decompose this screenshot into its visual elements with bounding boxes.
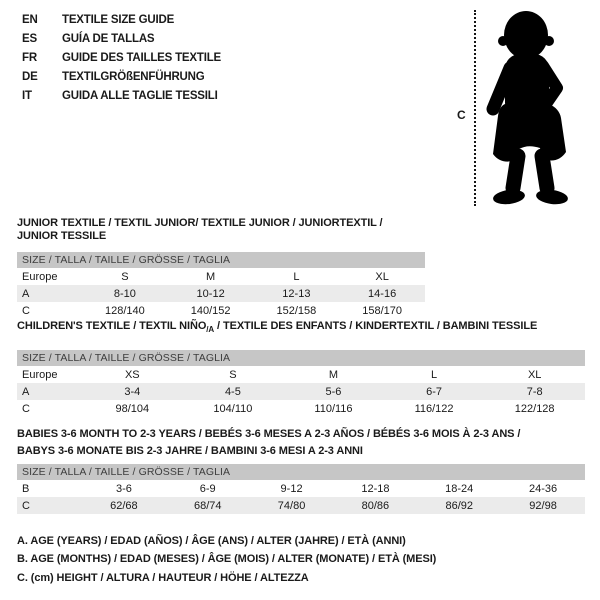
table-cell: S — [229, 368, 237, 381]
table-row: Europe S M L XL — [17, 268, 425, 285]
table-cell: 98/104 — [115, 402, 150, 415]
table-cell: 12-13 — [282, 287, 311, 300]
table-cell: 128/140 — [104, 304, 145, 317]
height-dashed-line — [474, 10, 476, 206]
row-label: B — [22, 482, 30, 495]
baby-figure: C — [455, 8, 595, 210]
row-label: A — [22, 287, 30, 300]
language-title: GUIDE DES TAILLES TEXTILE — [62, 51, 221, 64]
table-row: A 3-4 4-5 5-6 6-7 7-8 — [17, 383, 585, 401]
language-title: TEXTILE SIZE GUIDE — [62, 13, 175, 26]
table-cell: XL — [375, 270, 389, 283]
size-header-bar: SIZE / TALLA / TAILLE / GRÖSSE / TAGLIA — [17, 464, 585, 480]
table-cell: 6-9 — [199, 482, 216, 495]
title-part: CHILDREN'S TEXTILE / TEXTIL NIÑO — [17, 320, 207, 332]
row-label: C — [22, 499, 30, 512]
size-header-bar: SIZE / TALLA / TAILLE / GRÖSSE / TAGLIA — [17, 252, 425, 268]
table-cell: M — [206, 270, 216, 283]
table-cell: 7-8 — [526, 385, 543, 398]
table-cell: XS — [124, 368, 140, 381]
table-cell: 74/80 — [277, 499, 306, 512]
table-cell: 110/116 — [314, 402, 353, 415]
language-title: GUÍA DE TALLAS — [62, 32, 155, 45]
table-cell: L — [431, 368, 438, 381]
size-header-bar: SIZE / TALLA / TAILLE / GRÖSSE / TAGLIA — [17, 350, 585, 367]
row-label: Europe — [22, 368, 58, 381]
language-code: EN — [22, 13, 38, 26]
language-row: DE TEXTILGRÖßENFÜHRUNG — [22, 67, 221, 86]
table-row: A 8-10 10-12 12-13 14-16 — [17, 285, 425, 302]
table-row: C 98/104 104/110 110/116 116/122 122/128 — [17, 400, 585, 417]
legend-line-b: B. AGE (MONTHS) / EDAD (MESES) / ÂGE (MO… — [17, 553, 437, 566]
language-row: IT GUIDA ALLE TAGLIE TESSILI — [22, 86, 221, 105]
title-line: BABYS 3-6 MONATE BIS 2-3 JAHRE / BAMBINI… — [17, 445, 363, 457]
table-cell: 8-10 — [113, 287, 136, 300]
table-cell: 68/74 — [193, 499, 222, 512]
language-code: ES — [22, 32, 37, 45]
table-cell: 12-18 — [361, 482, 390, 495]
title-subscript: /A — [206, 325, 215, 335]
language-code: IT — [22, 89, 32, 102]
legend-line-a: A. AGE (YEARS) / EDAD (AÑOS) / ÂGE (ANS)… — [17, 535, 406, 547]
height-measure-label: C — [457, 108, 466, 122]
table-cell: 6-7 — [426, 385, 443, 398]
language-row: FR GUIDE DES TAILLES TEXTILE — [22, 48, 221, 67]
title-line: BABIES 3-6 MONTH TO 2-3 YEARS / BEBÉS 3-… — [17, 428, 521, 440]
table-cell: 5-6 — [325, 385, 342, 398]
language-title: GUIDA ALLE TAGLIE TESSILI — [62, 89, 218, 102]
section-title: JUNIOR TEXTILE / TEXTIL JUNIOR/ TEXTILE … — [17, 217, 383, 242]
table-cell: 122/128 — [514, 402, 555, 415]
table-row: Europe XS S M L XL — [17, 366, 585, 383]
table-cell: S — [121, 270, 129, 283]
baby-silhouette-icon — [486, 11, 568, 205]
table-cell: 3-4 — [124, 385, 141, 398]
measure-legend: A. AGE (YEARS) / EDAD (AÑOS) / ÂGE (ANS)… — [17, 532, 436, 587]
table-cell: 10-12 — [196, 287, 225, 300]
table-cell: 24-36 — [528, 482, 558, 495]
legend-line-c: C. (cm) HEIGHT / ALTURA / HAUTEUR / HÖHE… — [17, 571, 309, 584]
table-cell: 104/110 — [213, 402, 253, 415]
children-textile-section: CHILDREN'S TEXTILE / TEXTIL NIÑO/A / TEX… — [17, 320, 585, 417]
table-cell: 92/98 — [529, 499, 557, 512]
row-label: Europe — [22, 270, 58, 283]
table-cell: 62/68 — [110, 499, 138, 512]
table-cell: 152/158 — [276, 304, 317, 317]
section-title: CHILDREN'S TEXTILE / TEXTIL NIÑO/A / TEX… — [17, 320, 585, 336]
table-cell: 14-16 — [368, 287, 397, 300]
table-cell: XL — [527, 368, 542, 381]
table-cell: 86/92 — [445, 499, 473, 512]
table-row: C 128/140 140/152 152/158 158/170 — [17, 302, 425, 319]
language-row: EN TEXTILE SIZE GUIDE — [22, 10, 221, 29]
table-row: C 62/68 68/74 74/80 80/86 86/92 92/98 — [17, 497, 585, 514]
table-cell: 4-5 — [224, 385, 241, 398]
table-row: B 3-6 6-9 9-12 12-18 18-24 24-36 — [17, 480, 585, 497]
row-label: C — [22, 402, 30, 415]
title-part: / TEXTILE DES ENFANTS / KINDERTEXTIL / B… — [214, 320, 538, 332]
row-label: C — [22, 304, 30, 317]
language-code: DE — [22, 70, 38, 83]
junior-textile-section: JUNIOR TEXTILE / TEXTIL JUNIOR/ TEXTILE … — [17, 217, 425, 319]
language-title: TEXTILGRÖßENFÜHRUNG — [62, 70, 205, 83]
table-cell: L — [293, 270, 300, 283]
table-cell: 18-24 — [445, 482, 474, 495]
table-cell: 9-12 — [280, 482, 303, 495]
table-cell: 158/170 — [362, 304, 402, 317]
row-label: A — [22, 385, 30, 398]
table-cell: 80/86 — [361, 499, 390, 512]
babies-section: BABIES 3-6 MONTH TO 2-3 YEARS / BEBÉS 3-… — [17, 426, 585, 514]
table-cell: 116/122 — [414, 402, 454, 415]
table-cell: 3-6 — [115, 482, 132, 495]
language-code: FR — [22, 51, 37, 64]
table-cell: M — [328, 368, 339, 381]
language-row: ES GUÍA DE TALLAS — [22, 29, 221, 48]
language-title-list: EN TEXTILE SIZE GUIDE ES GUÍA DE TALLAS … — [22, 10, 221, 105]
section-title: BABIES 3-6 MONTH TO 2-3 YEARS / BEBÉS 3-… — [17, 426, 585, 460]
table-cell: 140/152 — [190, 304, 231, 317]
